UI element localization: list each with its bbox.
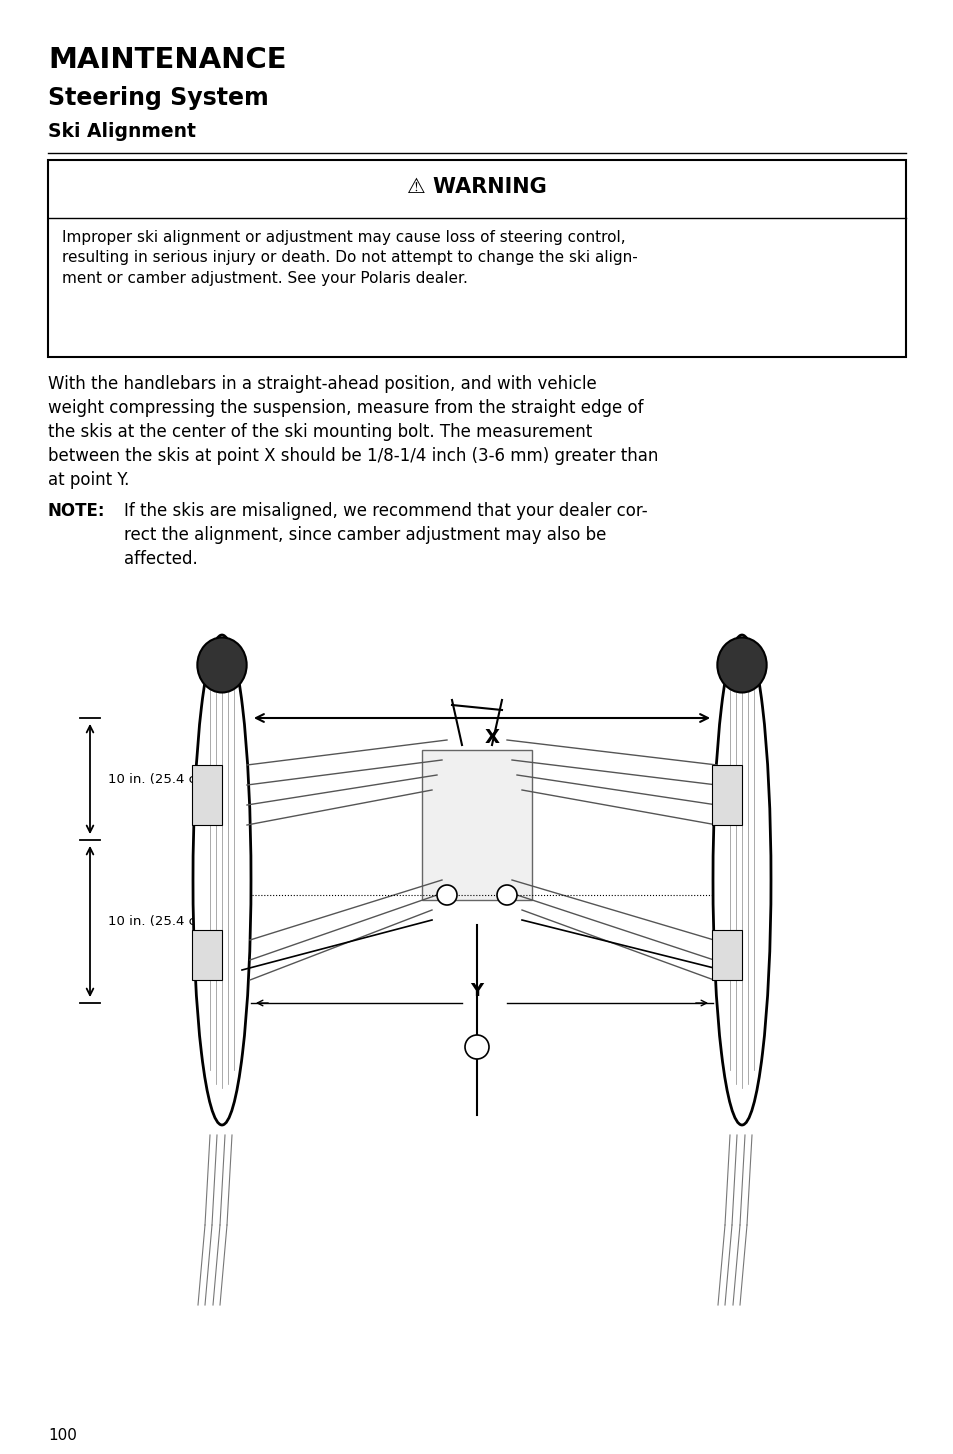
Ellipse shape xyxy=(197,637,247,692)
Text: 10 in. (25.4 cm): 10 in. (25.4 cm) xyxy=(108,772,213,785)
Bar xyxy=(192,931,222,980)
Circle shape xyxy=(464,1035,489,1059)
Text: If the skis are misaligned, we recommend that your dealer cor-
rect the alignmen: If the skis are misaligned, we recommend… xyxy=(124,502,647,567)
Circle shape xyxy=(436,885,456,904)
Text: MAINTENANCE: MAINTENANCE xyxy=(48,47,286,74)
Text: Steering System: Steering System xyxy=(48,86,269,111)
Circle shape xyxy=(497,885,517,904)
Bar xyxy=(192,765,222,824)
Text: NOTE:: NOTE: xyxy=(48,502,106,521)
Text: 10 in. (25.4 cm): 10 in. (25.4 cm) xyxy=(108,915,213,928)
Bar xyxy=(711,765,741,824)
Text: Ski Alignment: Ski Alignment xyxy=(48,122,195,141)
Text: With the handlebars in a straight-ahead position, and with vehicle
weight compre: With the handlebars in a straight-ahead … xyxy=(48,375,658,489)
Bar xyxy=(711,931,741,980)
Text: X: X xyxy=(484,728,499,747)
Ellipse shape xyxy=(717,637,766,692)
Text: ⚠ WARNING: ⚠ WARNING xyxy=(407,177,546,196)
Bar xyxy=(421,750,532,900)
Text: 100: 100 xyxy=(48,1428,77,1442)
Ellipse shape xyxy=(193,635,251,1125)
Text: Y: Y xyxy=(470,981,483,1000)
Ellipse shape xyxy=(712,635,770,1125)
Text: Improper ski alignment or adjustment may cause loss of steering control,
resulti: Improper ski alignment or adjustment may… xyxy=(62,230,638,286)
Bar xyxy=(48,160,905,358)
